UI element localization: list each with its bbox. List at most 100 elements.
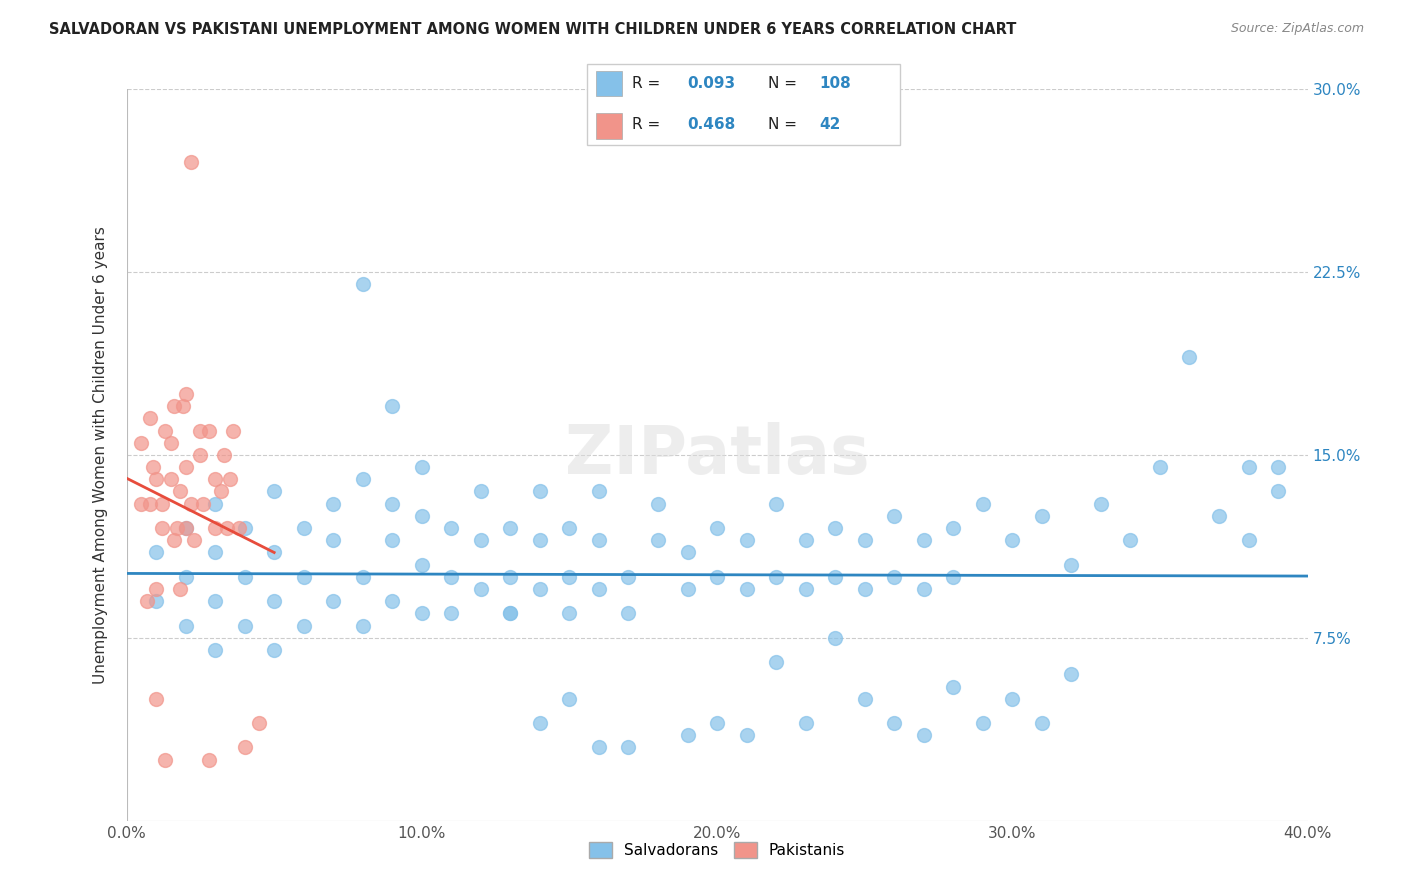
Point (292, 521, 315, 535)
Point (183, 533, 205, 548)
Point (160, 472, 183, 486)
Point (1149, 460, 1171, 475)
Legend: Salvadorans, Pakistanis: Salvadorans, Pakistanis (583, 836, 851, 864)
FancyBboxPatch shape (596, 71, 623, 96)
Point (381, 533, 404, 548)
Point (322, 533, 344, 548)
Point (163, 399, 186, 413)
Point (209, 484, 232, 499)
Point (174, 387, 197, 401)
Point (169, 484, 191, 499)
Text: 42: 42 (820, 117, 841, 132)
Point (204, 594, 226, 608)
Point (145, 582, 167, 596)
Point (765, 497, 787, 511)
Point (588, 740, 610, 755)
Point (912, 582, 935, 596)
Point (188, 448, 212, 462)
Point (470, 484, 492, 499)
Point (883, 508, 905, 523)
Point (1001, 533, 1024, 548)
Point (411, 508, 433, 523)
Point (1090, 497, 1112, 511)
Text: 0.093: 0.093 (688, 76, 735, 91)
Point (411, 558, 433, 572)
Point (440, 607, 463, 621)
Point (499, 607, 522, 621)
Point (735, 582, 758, 596)
Point (381, 594, 404, 608)
Point (735, 533, 758, 548)
Point (139, 497, 162, 511)
Y-axis label: Unemployment Among Women with Children Under 6 years: Unemployment Among Women with Children U… (93, 226, 108, 684)
Point (411, 460, 433, 475)
Point (676, 545, 699, 559)
Point (233, 740, 256, 755)
Point (174, 521, 197, 535)
Point (145, 472, 167, 486)
Point (352, 618, 374, 632)
Point (853, 691, 876, 706)
Point (352, 277, 374, 292)
Point (912, 533, 935, 548)
Point (163, 533, 186, 548)
Point (1208, 508, 1230, 523)
Point (292, 618, 315, 632)
Point (588, 582, 610, 596)
Point (172, 399, 194, 413)
Point (263, 545, 285, 559)
Point (233, 570, 256, 584)
Point (853, 533, 876, 548)
Point (617, 740, 640, 755)
Point (145, 594, 167, 608)
Point (204, 472, 226, 486)
Point (470, 533, 492, 548)
Point (499, 607, 522, 621)
Point (765, 570, 787, 584)
Point (558, 691, 581, 706)
Point (824, 521, 846, 535)
Point (1031, 716, 1053, 731)
Point (352, 472, 374, 486)
Point (765, 655, 787, 669)
Point (942, 521, 965, 535)
Point (145, 691, 167, 706)
Point (193, 497, 215, 511)
Point (1060, 667, 1083, 681)
Point (676, 582, 699, 596)
Point (676, 728, 699, 742)
Point (222, 424, 245, 438)
Point (160, 435, 183, 450)
Point (588, 484, 610, 499)
Point (322, 594, 344, 608)
Point (558, 607, 581, 621)
Text: ZIPatlas: ZIPatlas (565, 422, 869, 488)
Point (1237, 533, 1260, 548)
Point (1267, 484, 1289, 499)
Point (529, 533, 551, 548)
Point (263, 484, 285, 499)
Point (1060, 558, 1083, 572)
Point (198, 753, 221, 767)
Point (174, 521, 197, 535)
Point (942, 680, 965, 694)
FancyBboxPatch shape (596, 113, 623, 139)
Point (529, 716, 551, 731)
Point (617, 570, 640, 584)
Text: N =: N = (768, 117, 801, 132)
Point (263, 643, 285, 657)
Point (706, 521, 728, 535)
Point (440, 570, 463, 584)
Point (411, 607, 433, 621)
Point (352, 570, 374, 584)
Point (558, 521, 581, 535)
Point (972, 497, 994, 511)
Point (166, 521, 188, 535)
Point (228, 521, 250, 535)
Point (529, 582, 551, 596)
Point (233, 521, 256, 535)
Point (169, 582, 191, 596)
Point (942, 570, 965, 584)
Point (558, 570, 581, 584)
Point (174, 570, 197, 584)
